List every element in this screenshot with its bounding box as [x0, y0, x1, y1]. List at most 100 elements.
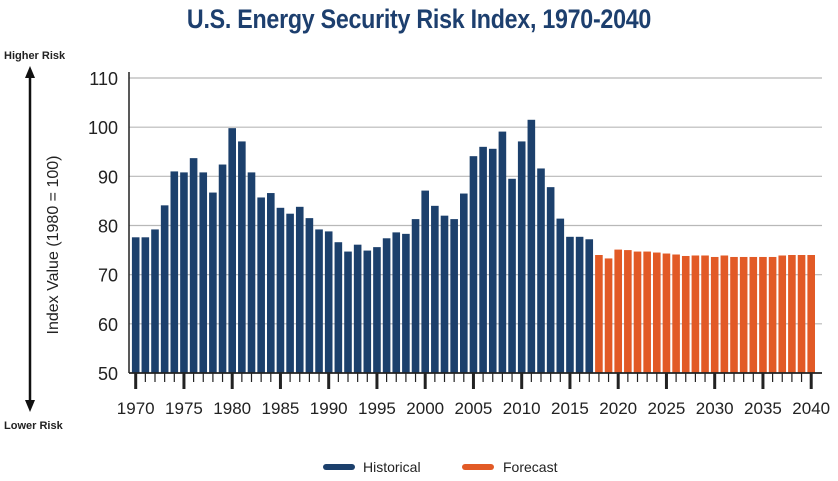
x-tick-label: 1985 — [262, 399, 300, 418]
x-tick-label: 2025 — [648, 399, 686, 418]
bar-historical-1972 — [151, 229, 159, 373]
bar-historical-1986 — [286, 213, 294, 373]
bar-historical-2002 — [440, 215, 449, 373]
higher-risk-label: Higher Risk — [4, 50, 66, 62]
bar-forecast-2040 — [807, 255, 815, 373]
bar-historical-1978 — [209, 192, 217, 373]
axes — [128, 72, 822, 389]
legend-label-historical: Historical — [363, 459, 421, 475]
bar-historical-2010 — [517, 141, 526, 373]
bar-historical-2008 — [498, 131, 507, 373]
bar-forecast-2035 — [759, 256, 767, 373]
bar-forecast-2023 — [643, 251, 651, 373]
bar-historical-1989 — [315, 229, 323, 373]
bar-forecast-2032 — [730, 256, 738, 373]
x-tick-label: 2030 — [696, 399, 734, 418]
bar-forecast-2018 — [595, 255, 603, 373]
legend-swatch-forecast — [462, 464, 494, 470]
x-tick-label: 2010 — [503, 399, 541, 418]
bar-historical-1993 — [353, 244, 362, 373]
bar-historical-1991 — [334, 242, 343, 373]
y-tick-labels: 50 60 70 80 90 100 110 — [88, 69, 118, 384]
bar-historical-1970 — [131, 237, 140, 373]
bar-historical-1988 — [305, 218, 314, 373]
bar-forecast-2022 — [633, 251, 642, 373]
bar-historical-1977 — [199, 172, 208, 373]
bar-historical-2016 — [575, 236, 584, 373]
y-tick-label: 60 — [98, 315, 118, 335]
bar-historical-2004 — [460, 193, 468, 373]
x-tick-label: 1995 — [358, 399, 396, 418]
y-tick-label: 80 — [98, 217, 118, 237]
bar-historical-1998 — [402, 233, 410, 373]
bar-historical-2011 — [527, 119, 536, 374]
x-tick-label: 1970 — [117, 399, 155, 418]
y-axis-title: Index Value (1980 = 100) — [45, 156, 62, 335]
bar-historical-1994 — [363, 250, 372, 373]
bar-historical-1990 — [324, 231, 333, 373]
risk-arrow — [25, 66, 35, 412]
bar-historical-2007 — [488, 148, 497, 373]
bar-historical-1971 — [141, 237, 150, 373]
bar-forecast-2020 — [614, 249, 622, 373]
bar-historical-2017 — [585, 239, 594, 373]
bar-historical-2005 — [469, 156, 478, 373]
bar-historical-1983 — [257, 197, 265, 373]
x-tick-label: 2020 — [599, 399, 637, 418]
bar-historical-1982 — [247, 172, 256, 373]
bar-historical-1979 — [218, 164, 227, 373]
bar-historical-1995 — [373, 247, 381, 373]
x-tick-label: 1980 — [213, 399, 251, 418]
bar-forecast-2036 — [768, 256, 777, 373]
y-tick-label: 70 — [98, 266, 118, 286]
bar-forecast-2038 — [788, 255, 796, 373]
bar-historical-1980 — [228, 128, 236, 373]
bar-historical-2014 — [556, 218, 565, 373]
bar-historical-1975 — [180, 172, 188, 373]
bar-historical-1973 — [160, 205, 169, 373]
bar-historical-2006 — [479, 146, 487, 373]
bar-historical-1976 — [189, 158, 198, 373]
bar-forecast-2037 — [778, 255, 787, 373]
legend: Historical Forecast — [323, 459, 558, 475]
y-tick-label: 100 — [88, 118, 118, 138]
x-tick-label: 2040 — [792, 399, 830, 418]
x-tick-label: 1975 — [165, 399, 203, 418]
bar-forecast-2026 — [672, 254, 680, 373]
bar-historical-2001 — [431, 205, 439, 373]
bar-historical-1997 — [392, 232, 401, 373]
bar-historical-2009 — [508, 178, 516, 373]
bar-forecast-2024 — [653, 252, 661, 373]
y-tick-label: 110 — [89, 69, 118, 89]
bar-historical-2013 — [546, 187, 555, 373]
bar-historical-1984 — [267, 193, 275, 373]
x-tick-labels: 1970 1975 1980 1985 1990 1995 2000 2005 2010 2015… — [117, 399, 830, 418]
bar-historical-1985 — [276, 207, 285, 373]
y-tick-label: 50 — [98, 364, 118, 384]
bar-forecast-2030 — [710, 256, 719, 373]
bar-forecast-2029 — [701, 255, 709, 373]
bar-historical-1996 — [382, 238, 391, 373]
lower-risk-label: Lower Risk — [4, 420, 64, 432]
bar-forecast-2033 — [739, 256, 748, 373]
bar-forecast-2021 — [624, 250, 632, 373]
x-tick-label: 2035 — [744, 399, 782, 418]
x-tick-label: 2005 — [455, 399, 493, 418]
chart-title: U.S. Energy Security Risk Index, 1970-20… — [186, 4, 652, 34]
bar-historical-2015 — [566, 236, 574, 373]
legend-item-historical: Historical — [323, 459, 421, 475]
bar-historical-2003 — [450, 219, 458, 373]
bar-forecast-2034 — [749, 256, 758, 373]
bar-historical-1987 — [295, 206, 304, 373]
bar-forecast-2028 — [691, 255, 700, 373]
bar-forecast-2031 — [720, 255, 729, 373]
x-tick-label: 2000 — [406, 399, 444, 418]
bar-historical-2000 — [421, 190, 429, 373]
bar-historical-1999 — [411, 219, 420, 373]
bar-historical-2012 — [537, 168, 545, 373]
x-tick-label: 2015 — [551, 399, 589, 418]
y-tick-label: 90 — [98, 167, 118, 187]
bar-forecast-2027 — [681, 255, 690, 373]
legend-swatch-historical — [323, 464, 355, 470]
